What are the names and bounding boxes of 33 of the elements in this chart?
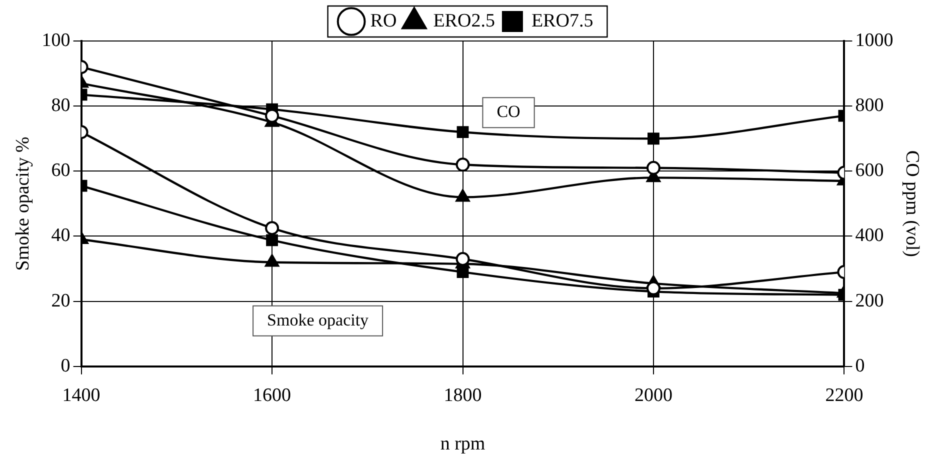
y2-tick-label: 600 [855, 160, 884, 182]
annotation: Smoke opacity [267, 310, 370, 330]
point [646, 160, 660, 175]
y2-axis-title: CO ppm (vol) [902, 150, 923, 258]
y2-tick-label: 1000 [855, 30, 894, 51]
legend-label: ERO7.5 [531, 10, 594, 32]
x-axis-title: n rpm [440, 434, 486, 455]
point [456, 126, 469, 138]
y2-tick-label: 400 [855, 225, 884, 246]
point [265, 108, 280, 123]
y-tick-label: 40 [51, 225, 70, 246]
x-tick-label: 1800 [444, 384, 482, 406]
y2-tick-label: 200 [855, 290, 884, 312]
y-tick-label: 0 [60, 355, 70, 376]
x-tick-label: 2200 [825, 384, 864, 406]
point [456, 189, 470, 202]
x-tick-label: 1600 [253, 384, 292, 406]
x-tick-label: 2000 [634, 384, 672, 406]
y2-tick-label: 800 [855, 95, 884, 116]
y2-tick-label: 0 [855, 355, 865, 376]
legend-label: RO [370, 10, 397, 32]
y-tick-label: 100 [42, 30, 70, 51]
legend-label: ERO2.5 [433, 10, 495, 32]
y-tick-label: 80 [51, 95, 70, 116]
point [646, 281, 660, 296]
point [266, 234, 278, 246]
x-tick-label: 1400 [62, 384, 100, 406]
y-tick-label: 60 [51, 160, 70, 182]
y-tick-label: 20 [51, 290, 70, 312]
point [456, 158, 470, 172]
point [265, 221, 280, 236]
annotation: CO [496, 102, 520, 122]
y-axis-title: Smoke opacity % [12, 136, 34, 271]
